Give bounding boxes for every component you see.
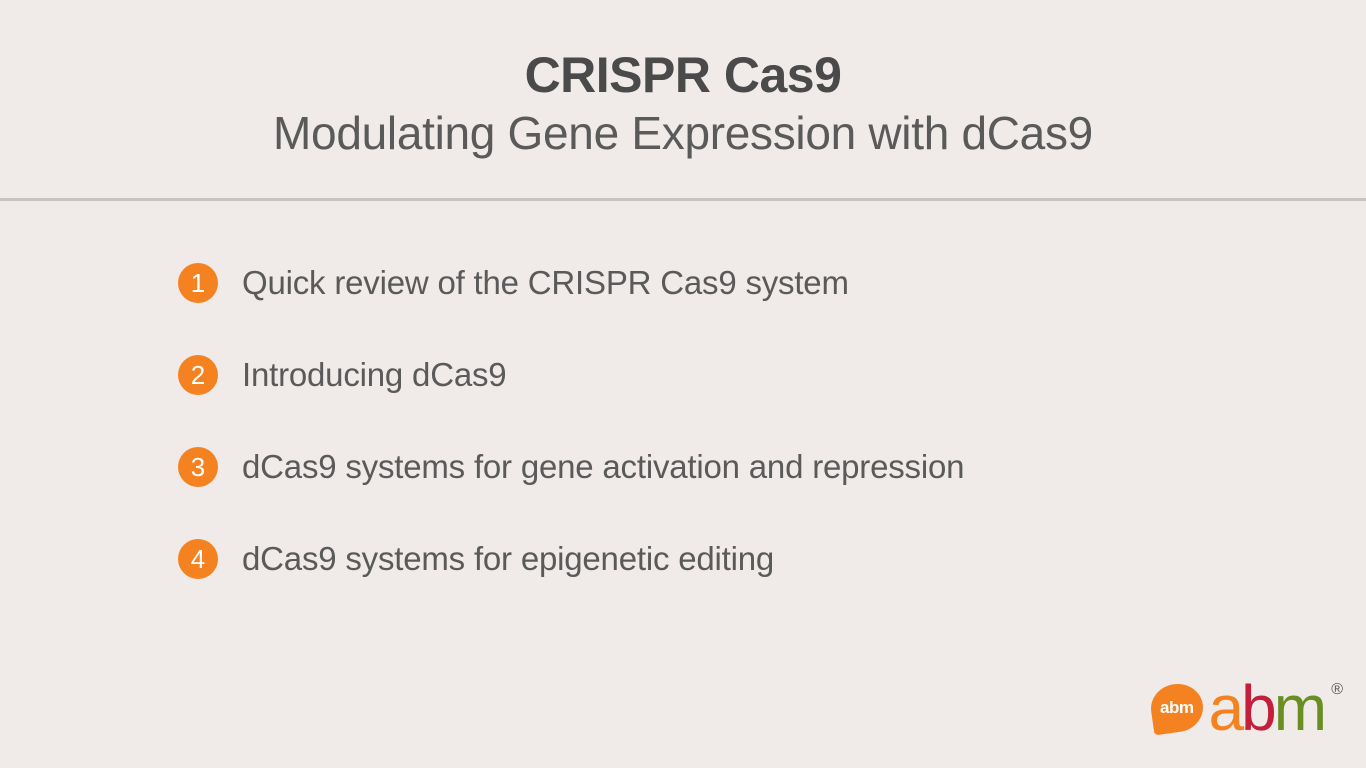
- brand-logo: abm abm ®: [1151, 676, 1325, 740]
- list-item-text: dCas9 systems for gene activation and re…: [242, 448, 964, 486]
- list-item: 2 Introducing dCas9: [178, 355, 1366, 395]
- list-item-text: Quick review of the CRISPR Cas9 system: [242, 264, 849, 302]
- number-badge: 3: [178, 447, 218, 487]
- logo-badge-icon: abm: [1147, 681, 1205, 736]
- number-badge: 4: [178, 539, 218, 579]
- logo-letter-a: a: [1209, 672, 1242, 744]
- slide-header: CRISPR Cas9 Modulating Gene Expression w…: [0, 0, 1366, 188]
- list-item: 1 Quick review of the CRISPR Cas9 system: [178, 263, 1366, 303]
- number-badge: 2: [178, 355, 218, 395]
- logo-badge-text: abm: [1160, 698, 1193, 718]
- list-item-text: Introducing dCas9: [242, 356, 506, 394]
- slide-subtitle: Modulating Gene Expression with dCas9: [0, 106, 1366, 160]
- content-area: 1 Quick review of the CRISPR Cas9 system…: [0, 201, 1366, 579]
- slide-title: CRISPR Cas9: [0, 46, 1366, 104]
- logo-letter-b: b: [1241, 672, 1274, 744]
- list-item: 4 dCas9 systems for epigenetic editing: [178, 539, 1366, 579]
- number-badge: 1: [178, 263, 218, 303]
- logo-wordmark: abm ®: [1209, 676, 1325, 740]
- list-item: 3 dCas9 systems for gene activation and …: [178, 447, 1366, 487]
- registered-trademark-icon: ®: [1331, 682, 1340, 698]
- logo-letter-m: m: [1274, 672, 1324, 744]
- list-item-text: dCas9 systems for epigenetic editing: [242, 540, 774, 578]
